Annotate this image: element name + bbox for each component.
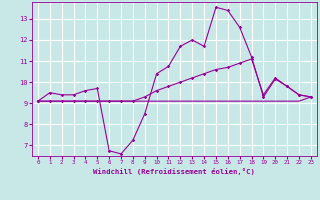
- X-axis label: Windchill (Refroidissement éolien,°C): Windchill (Refroidissement éolien,°C): [93, 168, 255, 175]
